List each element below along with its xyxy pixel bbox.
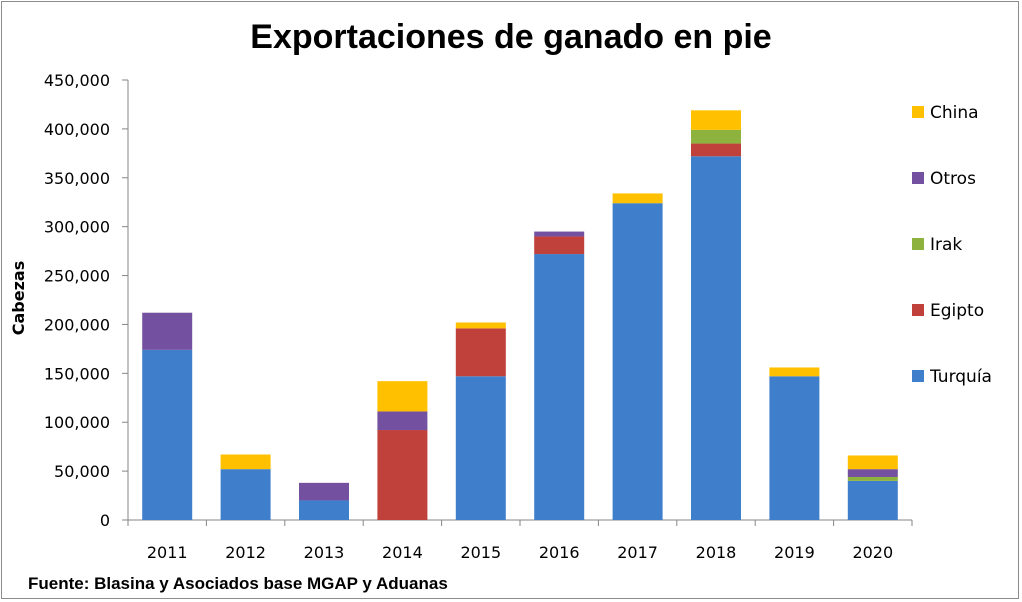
bar-segment [691,156,741,520]
bar-segment [691,129,741,144]
bar-segment [299,482,349,501]
bar-segment [142,349,193,520]
legend-label: Irak [930,235,962,255]
bar-segment [612,203,663,520]
x-tick-label: 2020 [852,543,893,562]
legend-label: Turquía [929,367,992,387]
y-tick-label: 100,000 [44,413,110,432]
y-tick-label: 400,000 [44,120,110,139]
legend-label: China [930,103,979,123]
bar-segment [220,454,271,470]
y-tick-label: 200,000 [44,315,110,334]
legend-swatch [912,106,924,118]
x-tick-label: 2018 [696,543,737,562]
legend-label: Otros [930,169,976,189]
bar-segment [377,411,428,431]
bar-segment [847,480,898,520]
source-note: Fuente: Blasina y Asociados base MGAP y … [28,574,448,593]
x-tick-label: 2019 [774,543,815,562]
x-tick-label: 2012 [225,543,266,562]
bar-segment [769,376,820,520]
y-tick-label: 150,000 [44,364,110,383]
bar-segment [534,236,585,255]
bar-segment [612,193,663,204]
x-tick-label: 2017 [617,543,658,562]
x-tick-label: 2015 [460,543,501,562]
y-axis-label: Cabezas [9,261,28,335]
legend: China Otros Irak Egipto Turquía [912,103,992,387]
bar-segment [847,469,898,477]
bar-segment [455,328,506,377]
bar-segment [377,430,428,520]
x-tick-label: 2011 [147,543,188,562]
y-tick-label: 350,000 [44,169,110,188]
x-tick-label: 2016 [539,543,580,562]
bar-segment [220,469,271,520]
bar-segment [534,254,585,521]
y-tick-label: 450,000 [44,71,110,90]
y-tick-label: 300,000 [44,218,110,237]
axes: 0 50,000 100,000 150,000 200,000 250,000 300,0… [44,71,913,562]
bar-segment [142,312,193,350]
bar-segment [691,110,741,130]
bar-segment [299,500,349,520]
bar-segment [455,376,506,520]
bar-segment [847,476,898,481]
bars [142,110,898,521]
bar-segment [377,381,428,412]
legend-label: Egipto [930,301,984,321]
bar-segment [534,231,585,237]
y-tick-label: 50,000 [54,462,110,481]
legend-swatch [912,172,924,184]
y-tick-label: 250,000 [44,267,110,286]
legend-swatch [912,370,924,382]
chart-title: Exportaciones de ganado en pie [250,18,772,56]
y-tick-label: 0 [100,511,110,530]
x-tick-label: 2014 [382,543,423,562]
bar-segment [455,322,506,329]
bar-segment [769,367,820,377]
x-tick-label: 2013 [304,543,345,562]
legend-swatch [912,304,924,316]
bar-segment [847,455,898,470]
bar-segment [691,143,741,157]
legend-swatch [912,238,924,250]
